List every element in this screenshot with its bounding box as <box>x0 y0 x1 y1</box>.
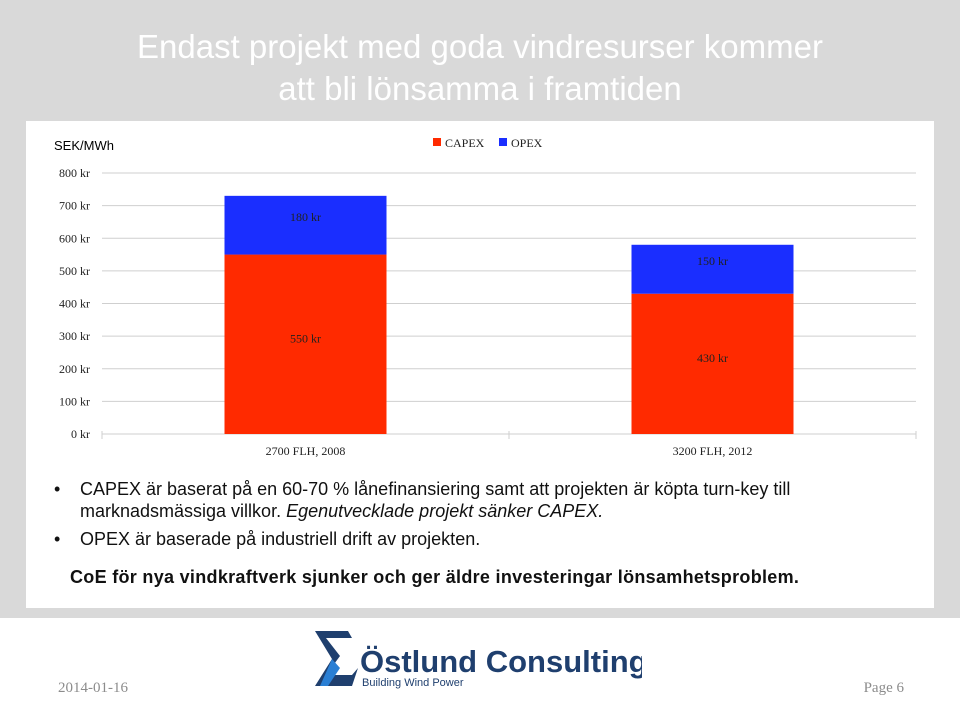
bar-value-label: 550 kr <box>290 331 321 345</box>
chart-grid <box>101 172 917 439</box>
x-category-label: 3200 FLH, 2012 <box>673 444 753 458</box>
y-tick-label: 0 kr <box>71 427 90 441</box>
legend-label-capex: CAPEX <box>445 136 485 150</box>
title-line-1: Endast projekt med goda vindresurser kom… <box>137 28 823 65</box>
footer-date: 2014-01-16 <box>58 680 128 696</box>
bar-opex-1 <box>224 195 387 255</box>
x-category-label: 2700 FLH, 2008 <box>266 444 346 458</box>
y-tick-label: 400 kr <box>59 297 90 311</box>
logo-name: Östlund Consulting <box>360 644 642 679</box>
sigma-icon <box>315 631 358 686</box>
ostlund-consulting-logo: Östlund Consulting Building Wind Power <box>315 631 642 689</box>
x-axis-labels: 2700 FLH, 2008 3200 FLH, 2012 <box>266 444 753 458</box>
y-tick-label: 200 kr <box>59 362 90 376</box>
bullet-capex-text: CAPEX är baserat på en 60-70 % lånefinan… <box>80 479 791 521</box>
bullet-opex: • OPEX är baserade på industriell drift … <box>54 528 934 550</box>
content-panel: SEK/MWh 0 kr 100 kr 200 kr 300 kr 400 kr 500 … <box>26 121 934 608</box>
stacked-bar-chart: SEK/MWh 0 kr 100 kr 200 kr 300 kr 400 kr 500 … <box>54 136 917 458</box>
bar-capex-2 <box>631 293 794 434</box>
slide-title: Endast projekt med goda vindresurser kom… <box>80 26 880 110</box>
logo-tagline: Building Wind Power <box>362 677 464 689</box>
y-tick-label: 700 kr <box>59 199 90 213</box>
bullet-dot: • <box>54 529 61 549</box>
bar-value-label: 150 kr <box>697 254 728 268</box>
bar-opex-2 <box>631 244 794 294</box>
bullet-dot: • <box>54 479 61 499</box>
bar-value-label: 180 kr <box>290 210 321 224</box>
y-tick-label: 300 kr <box>59 329 90 343</box>
legend-swatch-capex <box>433 138 441 146</box>
title-line-2: att bli lönsamma i framtiden <box>278 70 682 107</box>
y-tick-label: 800 kr <box>59 166 90 180</box>
y-tick-label: 600 kr <box>59 231 90 245</box>
y-axis-ticks: 0 kr 100 kr 200 kr 300 kr 400 kr 500 kr 600 kr… <box>59 166 90 441</box>
bar-capex-1 <box>224 254 387 434</box>
notes: • CAPEX är baserat på en 60-70 % lånefin… <box>54 478 934 550</box>
y-tick-label: 500 kr <box>59 264 90 278</box>
legend-label-opex: OPEX <box>511 136 543 150</box>
chart-bars: 550 kr 180 kr 430 kr 150 kr <box>224 195 794 434</box>
bullet-capex: • CAPEX är baserat på en 60-70 % lånefin… <box>54 478 934 522</box>
chart-unit-label: SEK/MWh <box>54 138 114 153</box>
bullet-capex-emphasis: Egenutvecklade projekt sänker CAPEX. <box>286 501 604 521</box>
bullet-opex-text: OPEX är baserade på industriell drift av… <box>80 529 481 549</box>
footer-page-number: Page 6 <box>863 680 904 696</box>
chart-legend: CAPEX OPEX <box>433 136 543 150</box>
y-tick-label: 100 kr <box>59 394 90 408</box>
legend-swatch-opex <box>499 138 507 146</box>
bar-value-label: 430 kr <box>697 351 728 365</box>
conclusion-text: CoE för nya vindkraftverk sjunker och ge… <box>70 567 800 587</box>
sigma-accent-icon <box>320 659 340 686</box>
